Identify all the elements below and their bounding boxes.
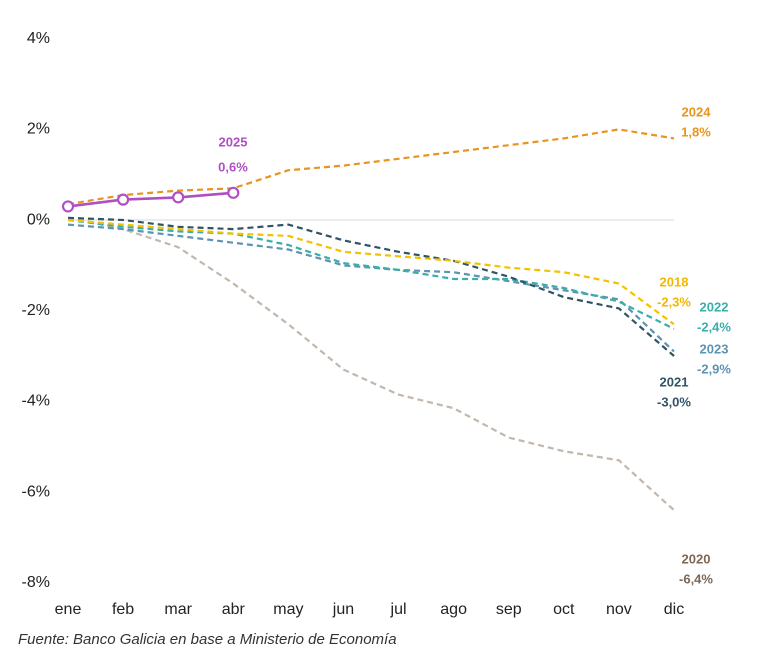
y-tick-label: -4% <box>22 393 50 410</box>
value-label: 0,6% <box>218 159 248 174</box>
value-label: -6,4% <box>679 571 713 586</box>
y-tick-label: 2% <box>27 121 50 138</box>
point <box>227 186 240 199</box>
series-name: 2020 <box>682 551 711 566</box>
x-tick-label: may <box>273 601 303 618</box>
x-tick-label: feb <box>112 601 134 618</box>
series-name: 2023 <box>700 341 729 356</box>
value-label: -2,4% <box>697 319 731 334</box>
series-line <box>67 191 234 208</box>
source-note: Fuente: Banco Galicia en base a Minister… <box>18 631 397 648</box>
y-tick-label: 0% <box>27 211 50 228</box>
x-tick-label: jun <box>332 601 354 618</box>
series-name: 2025 <box>219 134 248 149</box>
series-name: 2022 <box>700 299 729 314</box>
series-line <box>67 218 675 330</box>
series-line <box>67 128 675 206</box>
value-label: -2,9% <box>697 361 731 376</box>
y-tick-label: -2% <box>22 302 50 319</box>
series-line <box>67 223 675 353</box>
value-label: 1,8% <box>681 124 711 139</box>
point <box>61 200 75 213</box>
series-name: 2018 <box>660 274 689 289</box>
series-name: 2024 <box>682 104 712 119</box>
series-line <box>67 218 675 326</box>
x-tick-label: oct <box>553 601 575 618</box>
x-tick-label: ene <box>55 601 82 618</box>
x-tick-label: ago <box>440 601 467 618</box>
x-tick-label: mar <box>164 601 192 618</box>
value-label: -2,3% <box>657 294 691 309</box>
x-tick-label: nov <box>606 601 632 618</box>
y-tick-label: -8% <box>22 574 50 591</box>
x-tick-label: dic <box>664 601 684 618</box>
point <box>172 191 185 204</box>
series-name: 2021 <box>660 374 689 389</box>
series-line <box>67 216 675 512</box>
x-tick-label: sep <box>496 601 522 618</box>
x-tick-label: jul <box>390 601 407 618</box>
y-tick-label: 4% <box>27 30 50 47</box>
y-tick-label: -6% <box>22 483 50 500</box>
point <box>116 193 130 206</box>
value-label: -3,0% <box>657 394 691 409</box>
series-line <box>67 216 675 357</box>
x-tick-label: abr <box>222 601 246 618</box>
